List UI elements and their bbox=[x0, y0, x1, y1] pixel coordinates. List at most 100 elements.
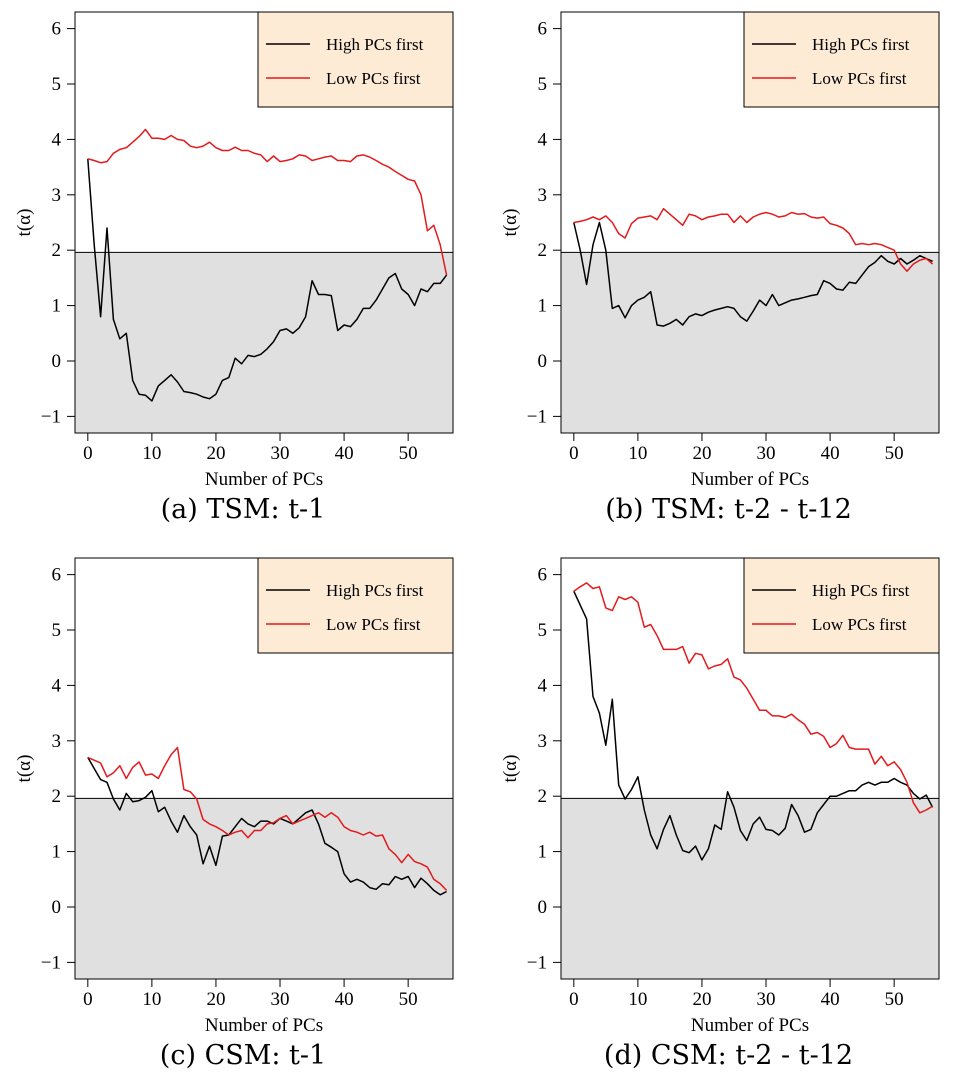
x-tick-label: 50 bbox=[399, 443, 418, 464]
y-axis-label: t(α) bbox=[14, 209, 35, 237]
chart-caption: (c) CSM: t-1 bbox=[159, 1040, 327, 1071]
x-tick-label: 0 bbox=[83, 443, 93, 464]
series-line-low-pcs-first bbox=[573, 582, 933, 814]
y-tick-label: 1 bbox=[52, 296, 62, 317]
y-tick-label: 5 bbox=[538, 620, 548, 641]
x-tick-label: 40 bbox=[335, 443, 354, 464]
insignificance-region bbox=[75, 798, 453, 979]
y-tick-label: 4 bbox=[52, 129, 62, 150]
y-tick-label: 2 bbox=[52, 240, 62, 261]
x-tick-label: 30 bbox=[271, 443, 290, 464]
x-tick-label: 20 bbox=[692, 989, 711, 1010]
legend: High PCs first Low PCs first bbox=[743, 557, 940, 654]
legend: High PCs first Low PCs first bbox=[743, 11, 940, 108]
chart-caption: (a) TSM: t-1 bbox=[160, 494, 326, 525]
legend-box bbox=[743, 11, 940, 108]
y-tick-label: 6 bbox=[52, 565, 62, 586]
series-line-high-pcs-first bbox=[87, 158, 448, 402]
y-tick-label: 2 bbox=[538, 786, 548, 807]
x-tick-label: 0 bbox=[569, 989, 579, 1010]
series-line-low-pcs-first bbox=[87, 746, 448, 891]
series-line-high-pcs-first bbox=[573, 221, 933, 327]
y-tick-label: 2 bbox=[538, 240, 548, 261]
y-tick-label: 1 bbox=[538, 842, 548, 863]
insignificance-region bbox=[75, 252, 453, 433]
y-tick-label: 3 bbox=[52, 185, 62, 206]
y-tick-label: 5 bbox=[52, 74, 62, 95]
x-tick-label: 30 bbox=[757, 989, 776, 1010]
chart-caption: (d) CSM: t-2 - t-12 bbox=[603, 1040, 854, 1071]
y-tick-label: 0 bbox=[538, 351, 548, 372]
series-group bbox=[573, 582, 934, 861]
y-tick-label: 1 bbox=[52, 842, 62, 863]
y-tick-label: 4 bbox=[538, 675, 548, 696]
y-tick-label: −1 bbox=[41, 952, 61, 973]
legend-box bbox=[257, 557, 454, 654]
chart-svg-a: 0 10 20 30 40 50 −1 0 1 2 3 4 5 6 Number of PCs t(α) Hig… bbox=[14, 11, 454, 490]
legend-label-high-pcs-first: High PCs first bbox=[326, 581, 424, 600]
x-tick-label: 30 bbox=[271, 989, 290, 1010]
chart-svg-c: 0 10 20 30 40 50 −1 0 1 2 3 4 5 6 Number of PCs t(α) Hig… bbox=[14, 557, 454, 1036]
chart-panel-a: 0 10 20 30 40 50 −1 0 1 2 3 4 5 6 Number of PCs t(α) Hig… bbox=[0, 0, 486, 545]
legend-label-low-pcs-first: Low PCs first bbox=[812, 69, 907, 88]
insignificance-region bbox=[561, 252, 939, 433]
x-axis-label: Number of PCs bbox=[691, 469, 809, 490]
x-axis-label: Number of PCs bbox=[205, 469, 323, 490]
y-tick-label: 0 bbox=[52, 897, 62, 918]
legend: High PCs first Low PCs first bbox=[257, 557, 454, 654]
y-tick-label: −1 bbox=[41, 406, 61, 427]
y-tick-label: 5 bbox=[538, 74, 548, 95]
series-line-high-pcs-first bbox=[573, 590, 934, 861]
chart-svg-b: 0 10 20 30 40 50 −1 0 1 2 3 4 5 6 Number of PCs t(α) Hig… bbox=[500, 11, 940, 490]
y-axis-label: t(α) bbox=[500, 755, 521, 783]
x-tick-label: 50 bbox=[885, 989, 904, 1010]
chart-panel-d: 0 10 20 30 40 50 −1 0 1 2 3 4 5 6 Number of PCs t(α) Hig… bbox=[486, 546, 971, 1091]
legend: High PCs first Low PCs first bbox=[257, 11, 454, 108]
y-tick-label: −1 bbox=[527, 406, 547, 427]
x-tick-label: 0 bbox=[83, 989, 93, 1010]
x-tick-label: 40 bbox=[335, 989, 354, 1010]
y-tick-label: 6 bbox=[538, 565, 548, 586]
x-axis-label: Number of PCs bbox=[205, 1015, 323, 1036]
y-tick-label: 1 bbox=[538, 296, 548, 317]
y-tick-label: 2 bbox=[52, 786, 62, 807]
y-tick-label: 3 bbox=[52, 731, 62, 752]
y-tick-label: 6 bbox=[538, 19, 548, 40]
legend-label-low-pcs-first: Low PCs first bbox=[812, 615, 907, 634]
x-tick-label: 40 bbox=[821, 989, 840, 1010]
legend-label-high-pcs-first: High PCs first bbox=[812, 581, 910, 600]
x-tick-label: 0 bbox=[569, 443, 579, 464]
legend-label-high-pcs-first: High PCs first bbox=[812, 35, 910, 54]
y-tick-label: 6 bbox=[52, 19, 62, 40]
y-tick-label: 3 bbox=[538, 185, 548, 206]
x-tick-label: 10 bbox=[628, 989, 647, 1010]
y-tick-label: 5 bbox=[52, 620, 62, 641]
x-tick-label: 40 bbox=[821, 443, 840, 464]
series-group bbox=[573, 207, 934, 327]
legend-box bbox=[257, 11, 454, 108]
x-tick-label: 10 bbox=[142, 989, 161, 1010]
series-line-low-pcs-first bbox=[573, 207, 934, 272]
legend-label-low-pcs-first: Low PCs first bbox=[326, 615, 421, 634]
x-tick-label: 30 bbox=[757, 443, 776, 464]
legend-box bbox=[743, 557, 940, 654]
series-line-low-pcs-first bbox=[87, 128, 448, 276]
x-tick-label: 20 bbox=[206, 443, 225, 464]
legend-label-high-pcs-first: High PCs first bbox=[326, 35, 424, 54]
series-group bbox=[87, 746, 448, 896]
chart-caption: (b) TSM: t-2 - t-12 bbox=[605, 494, 852, 525]
x-axis-label: Number of PCs bbox=[691, 1015, 809, 1036]
insignificance-region bbox=[561, 798, 939, 979]
x-tick-label: 10 bbox=[142, 443, 161, 464]
y-tick-label: 0 bbox=[52, 351, 62, 372]
y-axis-label: t(α) bbox=[500, 209, 521, 237]
x-tick-label: 50 bbox=[399, 989, 418, 1010]
series-line-high-pcs-first bbox=[87, 757, 447, 896]
y-tick-label: −1 bbox=[527, 952, 547, 973]
x-tick-label: 20 bbox=[206, 989, 225, 1010]
y-tick-label: 4 bbox=[52, 675, 62, 696]
chart-panel-c: 0 10 20 30 40 50 −1 0 1 2 3 4 5 6 Number of PCs t(α) Hig… bbox=[0, 546, 486, 1091]
y-axis-label: t(α) bbox=[14, 755, 35, 783]
x-tick-label: 50 bbox=[885, 443, 904, 464]
legend-label-low-pcs-first: Low PCs first bbox=[326, 69, 421, 88]
